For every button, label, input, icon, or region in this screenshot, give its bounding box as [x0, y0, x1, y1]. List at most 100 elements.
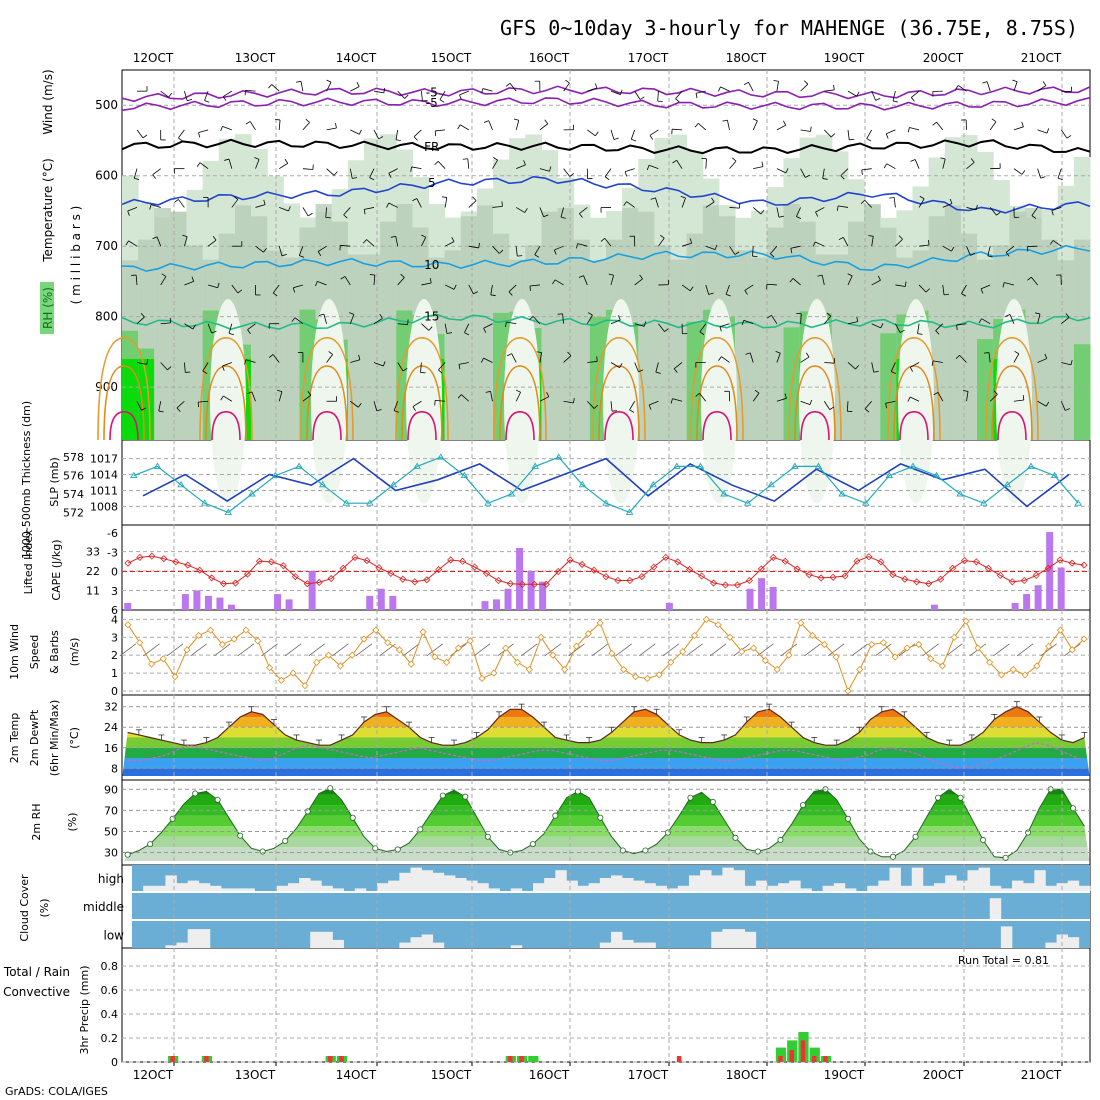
li-marker: [566, 556, 574, 564]
wind-barb-flag: [925, 288, 930, 293]
rh-shade-mid: [460, 216, 478, 440]
thickness-marker: [460, 471, 469, 479]
wind-marker: [714, 621, 722, 629]
li-marker: [817, 574, 825, 582]
wind-barb-flag: [523, 160, 526, 166]
wind-barb-flag: [182, 234, 188, 237]
wind-barb: [587, 400, 595, 409]
wind-marker: [679, 648, 687, 656]
wind-marker: [502, 644, 510, 652]
wind-barb-flag: [855, 365, 860, 370]
wind-barb: [681, 284, 691, 292]
wind-barb-flag: [191, 276, 195, 282]
thickness-marker: [295, 462, 303, 469]
wind-barb-flag: [892, 100, 898, 103]
wind-barb-flag: [672, 159, 677, 164]
wind-barb: [914, 159, 920, 169]
wind-barb: [1030, 276, 1038, 286]
wind-barb: [317, 245, 327, 252]
wind-barb: [529, 284, 540, 287]
precip-conv-bar: [676, 1056, 682, 1062]
wind-marker: [797, 619, 805, 627]
surface-wind-barb: [686, 643, 703, 657]
wind-marker: [749, 644, 758, 652]
wind-barb: [468, 284, 474, 295]
wind-barb-flag: [838, 237, 844, 241]
wind-barb-flag: [1049, 240, 1054, 245]
surface-wind-barb: [639, 643, 656, 657]
cloud-bar-low: [1067, 937, 1080, 948]
wind-barb-flag: [1046, 128, 1050, 134]
wind-barb: [610, 90, 621, 95]
wind-barb: [302, 394, 312, 402]
li-marker: [267, 558, 275, 566]
li-marker: [148, 552, 156, 560]
wind-marker: [809, 631, 817, 640]
li-marker: [769, 553, 777, 561]
wind-barb-flag: [955, 85, 959, 90]
wind-barb-flag: [412, 198, 418, 202]
wind-barb-flag: [508, 291, 513, 296]
wind-barb: [699, 393, 707, 402]
thickness-marker: [389, 480, 398, 488]
wind-barb: [435, 129, 446, 132]
rh-shade-mid: [444, 250, 462, 440]
wind-barb-flag: [650, 197, 656, 200]
cloud-bar-high: [176, 883, 188, 891]
wind-marker: [1021, 671, 1029, 679]
cloud-bar-high: [911, 867, 924, 891]
wind-barb-flag: [567, 351, 572, 356]
wind-barb: [630, 129, 636, 140]
wind-barb: [625, 168, 635, 172]
thickness-marker: [932, 471, 941, 479]
wind-barb-flag: [441, 196, 447, 198]
label-precip-axis: 3hr Precip (mm): [78, 965, 91, 1054]
wind-barb-flag: [429, 278, 432, 284]
cloud-bar-high: [533, 883, 545, 891]
cloud-bar-low: [321, 931, 333, 948]
wind-marker: [938, 662, 947, 670]
wind-marker: [667, 658, 675, 666]
wind-barb-flag: [680, 195, 686, 199]
rh-marker: [777, 836, 784, 843]
wind-barb: [373, 318, 383, 325]
wind-barb: [752, 246, 754, 257]
wind-barb-flag: [318, 313, 324, 316]
thickness-marker: [130, 471, 138, 479]
cloud-level-label: middle: [83, 900, 124, 914]
wind-barb-flag: [505, 82, 511, 87]
wind-barb: [255, 159, 260, 169]
wind-barb-flag: [222, 365, 225, 371]
y-tick-label: 0: [111, 1056, 118, 1069]
surface-wind-barb: [591, 643, 609, 657]
temp-contour-label: 5: [428, 176, 436, 190]
wind-barb-flag: [917, 333, 923, 335]
wind-barb-flag: [754, 389, 760, 394]
y-tick-label: 3: [111, 585, 118, 598]
wind-barb: [771, 315, 778, 324]
wind-barb-flag: [513, 118, 519, 121]
wind-barb: [539, 168, 550, 172]
wind-barb: [727, 120, 730, 130]
wind-barb: [610, 401, 613, 412]
li-marker: [590, 566, 598, 574]
wind-barb: [178, 199, 185, 208]
wind-barb: [420, 362, 422, 373]
wind-barb: [515, 392, 521, 402]
wind-barb: [560, 207, 564, 218]
wind-marker: [761, 656, 769, 665]
wind-barb: [871, 90, 876, 101]
wind-barb-flag: [933, 392, 939, 396]
thickness-marker: [200, 499, 209, 506]
wind-barb: [790, 245, 801, 249]
wind-barb-flag: [741, 320, 745, 326]
cloud-bar-low: [421, 934, 434, 948]
li-marker: [339, 564, 347, 572]
wind-barb-flag: [358, 354, 361, 360]
cloud-bar-high: [1045, 885, 1057, 891]
x-tick-top: 19OCT: [824, 51, 865, 65]
wind-barb-flag: [382, 361, 386, 367]
wind-barb-flag: [648, 404, 652, 410]
wind-marker: [218, 640, 226, 649]
